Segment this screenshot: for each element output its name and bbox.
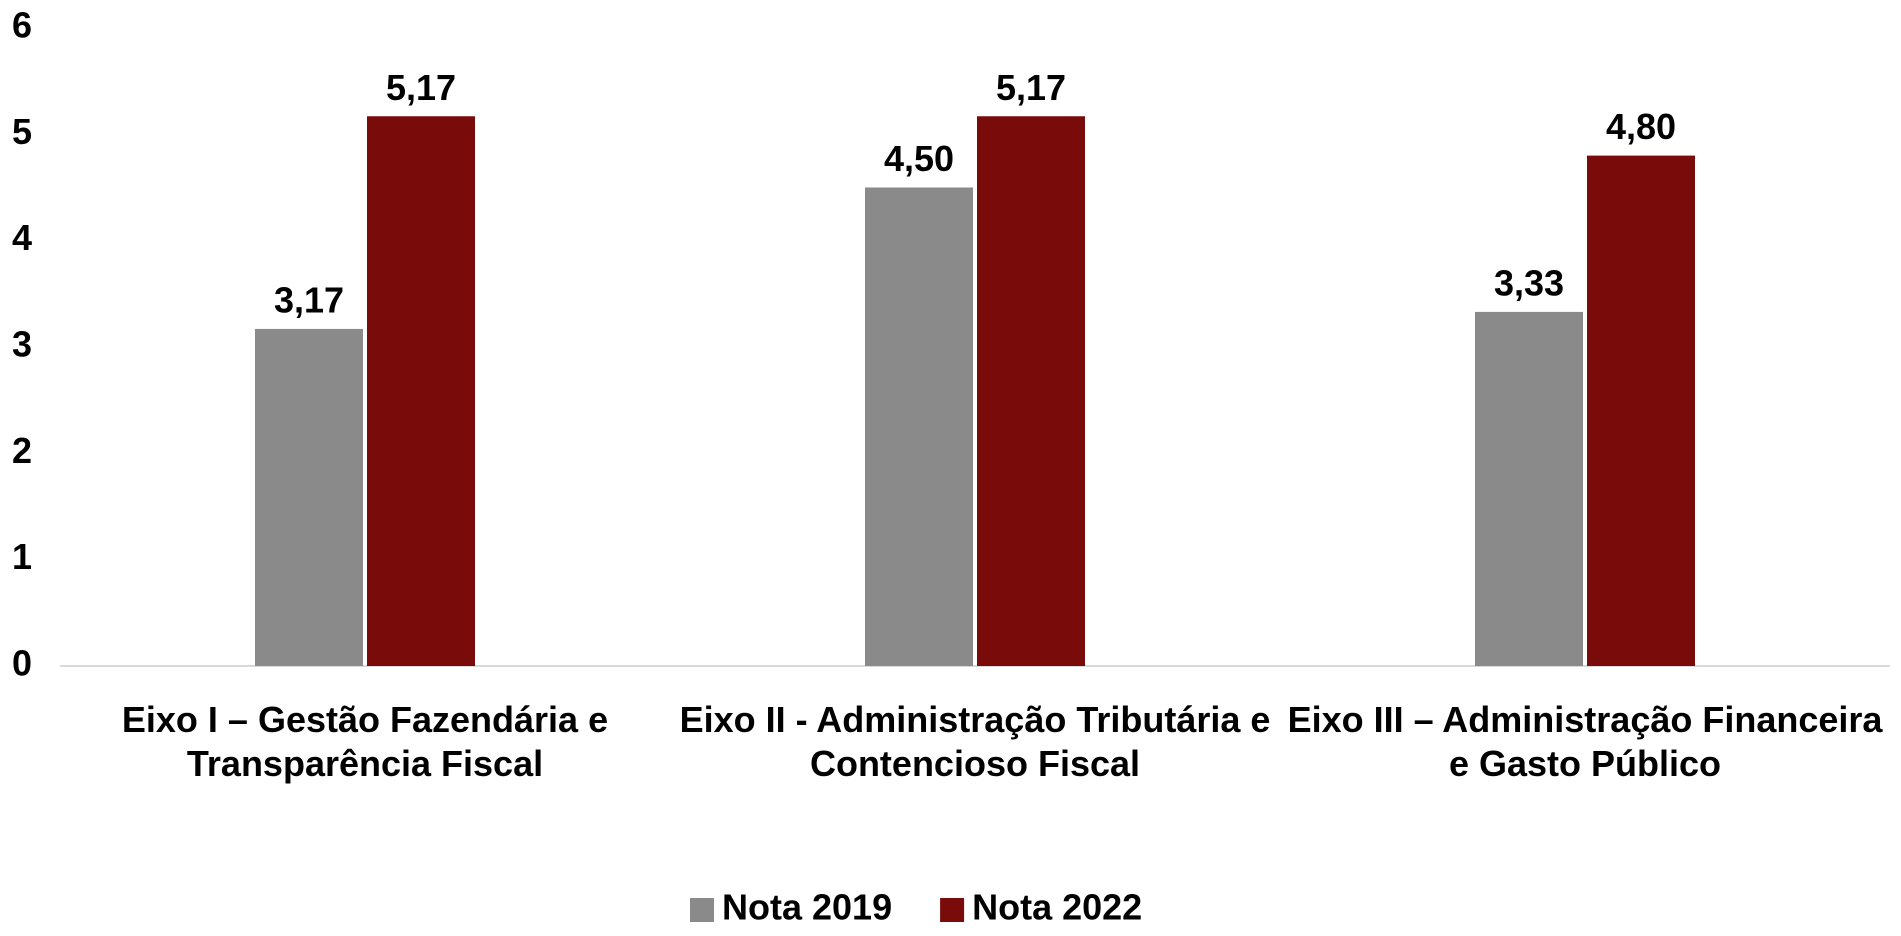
bar	[865, 187, 973, 666]
y-tick-label: 2	[12, 430, 32, 471]
x-tick-label: Eixo I – Gestão Fazendária e Transparênc…	[121, 699, 609, 784]
x-tick-label: Eixo III – Administração Financeira e Ga…	[1287, 699, 1883, 784]
bar	[255, 328, 363, 666]
bar	[977, 116, 1085, 667]
value-label: 3,17	[274, 279, 344, 320]
y-tick-label: 3	[12, 324, 32, 365]
legend-label: Nota 2022	[972, 887, 1142, 928]
legend-label: Nota 2019	[722, 887, 892, 928]
bar	[367, 116, 475, 667]
y-tick-label: 1	[12, 536, 32, 577]
y-tick-label: 5	[12, 111, 32, 152]
bar	[1587, 155, 1695, 666]
value-label: 3,33	[1494, 262, 1564, 303]
value-label: 5,17	[996, 67, 1066, 108]
bar	[1475, 311, 1583, 666]
y-tick-label: 4	[12, 217, 32, 258]
value-label: 4,80	[1606, 106, 1676, 147]
legend-swatch	[940, 898, 965, 922]
value-label: 5,17	[386, 67, 456, 108]
y-tick-label: 0	[12, 643, 32, 684]
legend-swatch	[690, 898, 714, 922]
value-label: 4,50	[884, 138, 954, 179]
x-tick-label: Eixo II - Administração Tributária e Con…	[679, 699, 1271, 784]
y-tick-label: 6	[12, 5, 32, 46]
